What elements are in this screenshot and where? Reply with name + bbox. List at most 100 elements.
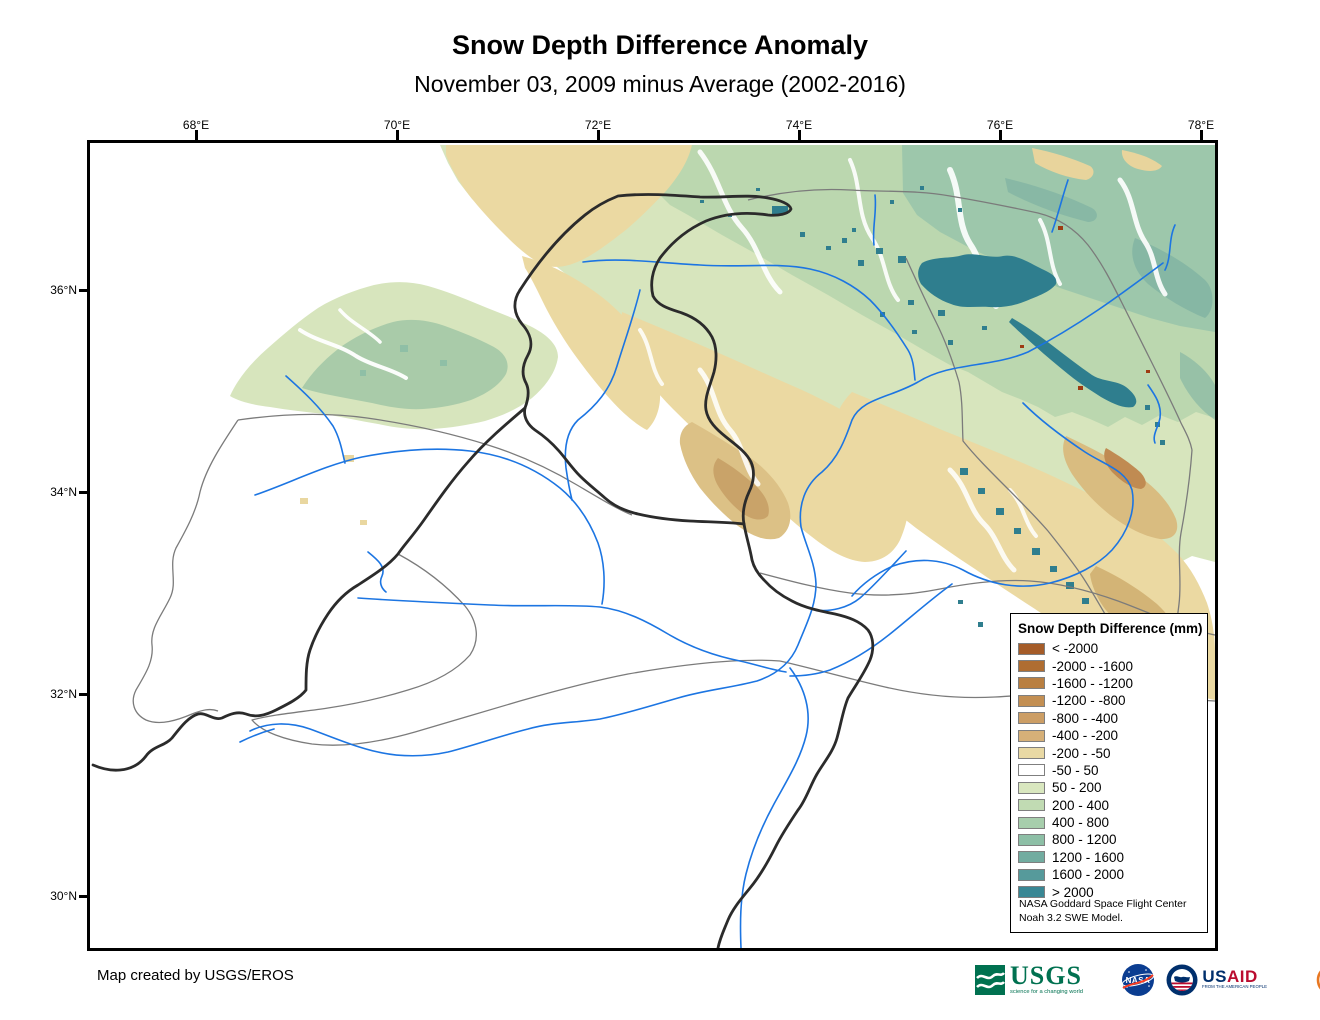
map-frame [87, 140, 1218, 951]
legend-item: -50 - 50 [1018, 762, 1207, 779]
fewsnet-logo: FEWS NET FAMINE EARLY WARNING SYSTEMS NE… [1316, 964, 1320, 996]
y-tick [79, 491, 90, 494]
y-tick [79, 289, 90, 292]
x-axis-label: 70°E [383, 118, 411, 132]
x-tick [597, 130, 600, 141]
legend-swatch [1018, 712, 1045, 725]
agency-logos: USGS science for a changing world NASA [975, 954, 1320, 1006]
legend-item: 50 - 200 [1018, 779, 1207, 796]
page-title: Snow Depth Difference Anomaly [451, 30, 869, 60]
y-tick [79, 693, 90, 696]
usgs-wordmark: USGS [1010, 960, 1082, 990]
x-axis-label: 68°E [182, 118, 210, 132]
legend-label: 1200 - 1600 [1052, 849, 1125, 865]
usaid-logo: USAID FROM THE AMERICAN PEOPLE [1165, 963, 1307, 997]
legend-source-line2: Noah 3.2 SWE Model. [1019, 911, 1123, 924]
svg-text:NASA: NASA [1126, 976, 1151, 985]
page-subtitle: November 03, 2009 minus Average (2002-20… [414, 71, 906, 97]
usaid-tagline: FROM THE AMERICAN PEOPLE [1202, 984, 1268, 989]
y-axis-label: 30°N [50, 889, 77, 903]
legend-label: 400 - 800 [1052, 815, 1110, 831]
river-sutlej [851, 402, 1134, 597]
x-tick [396, 130, 399, 141]
usgs-icon [975, 965, 1006, 995]
legend-item: 1200 - 1600 [1018, 849, 1207, 866]
legend-label: -2000 - -1600 [1052, 658, 1134, 674]
legend-item: < -2000 [1018, 640, 1207, 657]
legend-items: < -2000 -2000 - -1600 -1600 - -1200 -1200 -… [1018, 640, 1207, 901]
nasa-logo: NASA [1120, 962, 1156, 998]
coastline [91, 406, 527, 772]
x-axis-label: 74°E [785, 118, 813, 132]
x-axis-label: 72°E [584, 118, 612, 132]
rivers [239, 179, 1176, 948]
usaid-wordmark: USAID [1202, 966, 1258, 986]
fewsnet-globe-icon [1316, 970, 1320, 990]
river-kabul [254, 448, 605, 605]
legend-item: 200 - 400 [1018, 797, 1207, 814]
legend-label: -50 - 50 [1052, 762, 1099, 778]
legend-label: 200 - 400 [1052, 797, 1110, 813]
legend-swatch [1018, 660, 1045, 673]
legend-item: -1600 - -1200 [1018, 675, 1207, 692]
river-swat [564, 289, 641, 501]
raster-strong-positive-anomaly [700, 186, 1165, 627]
map-canvas [90, 143, 1215, 948]
y-tick [79, 895, 90, 898]
legend-item: -200 - -50 [1018, 744, 1207, 761]
legend-item: > 2000 [1018, 883, 1207, 900]
legend-title: Snow Depth Difference (mm) [1018, 621, 1203, 636]
legend-swatch [1018, 851, 1045, 864]
legend-label: -400 - -200 [1052, 728, 1119, 744]
y-axis-label: 34°N [50, 485, 77, 499]
legend-source: NASA Goddard Space Flight Center Noah 3.… [1019, 897, 1187, 925]
x-tick [1200, 130, 1203, 141]
legend-item: 1600 - 2000 [1018, 866, 1207, 883]
legend-label: 800 - 1200 [1052, 832, 1117, 848]
legend-label: 50 - 200 [1052, 780, 1102, 796]
legend: Snow Depth Difference (mm) < -2000 -2000 … [1010, 613, 1208, 933]
raster-positive-anomaly [230, 145, 1215, 566]
legend-swatch [1018, 729, 1045, 742]
y-axis-label: 36°N [50, 283, 77, 297]
legend-swatch [1018, 694, 1045, 707]
nasa-icon: NASA [1122, 964, 1155, 996]
x-tick [999, 130, 1002, 141]
river-gilgit [582, 259, 916, 381]
x-tick [798, 130, 801, 141]
legend-label: > 2000 [1052, 884, 1094, 900]
raster-strong-negative-anomaly [1020, 226, 1150, 390]
legend-swatch [1018, 764, 1045, 777]
legend-label: -800 - -400 [1052, 710, 1119, 726]
legend-item: 800 - 1200 [1018, 831, 1207, 848]
y-axis-label: 32°N [50, 687, 77, 701]
legend-swatch [1018, 799, 1045, 812]
legend-swatch [1018, 642, 1045, 655]
legend-item: -800 - -400 [1018, 710, 1207, 727]
legend-swatch [1018, 781, 1045, 794]
legend-label: -1600 - -1200 [1052, 675, 1134, 691]
x-axis-label: 76°E [986, 118, 1014, 132]
usaid-seal-icon [1166, 964, 1198, 996]
x-axis-label: 78°E [1187, 118, 1215, 132]
legend-label: -200 - -50 [1052, 745, 1111, 761]
legend-label: 1600 - 2000 [1052, 867, 1125, 883]
legend-swatch [1018, 816, 1045, 829]
legend-item: -400 - -200 [1018, 727, 1207, 744]
legend-item: -1200 - -800 [1018, 692, 1207, 709]
legend-swatch [1018, 677, 1045, 690]
legend-label: < -2000 [1052, 641, 1099, 657]
legend-label: -1200 - -800 [1052, 693, 1126, 709]
usgs-tagline: science for a changing world [1010, 987, 1084, 994]
river-indus [249, 262, 1164, 757]
usgs-logo: USGS science for a changing world [975, 960, 1111, 997]
legend-item: 400 - 800 [1018, 814, 1207, 831]
legend-source-line1: NASA Goddard Space Flight Center [1019, 897, 1187, 910]
x-tick [195, 130, 198, 141]
title-block: Snow Depth Difference Anomaly November 0… [0, 30, 1320, 98]
legend-swatch [1018, 886, 1045, 899]
legend-swatch [1018, 747, 1045, 760]
map-credit: Map created by USGS/EROS [97, 967, 294, 984]
legend-swatch [1018, 833, 1045, 846]
